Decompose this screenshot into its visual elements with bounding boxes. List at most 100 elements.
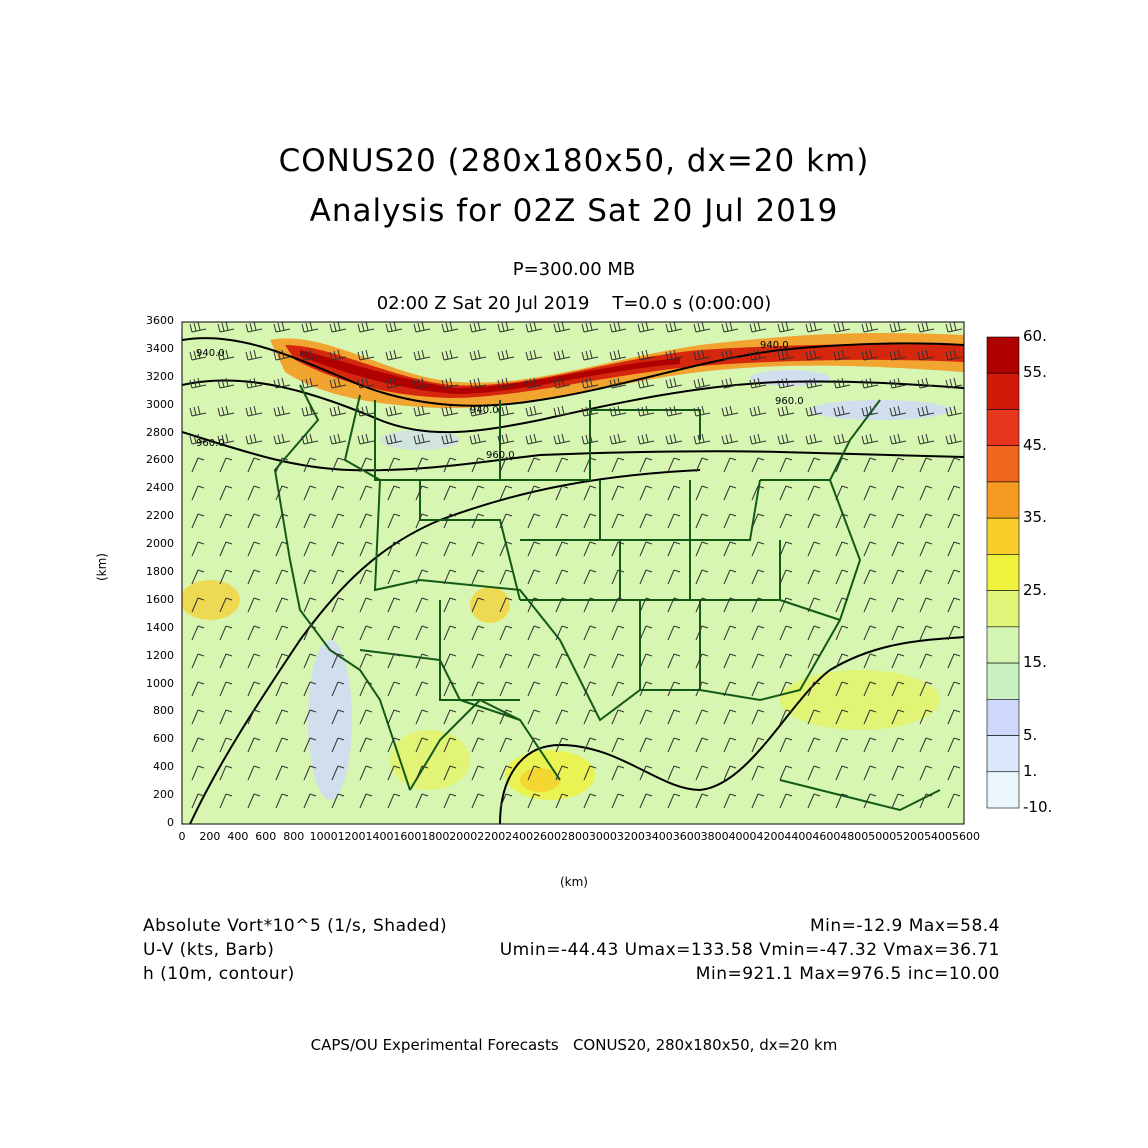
wind-barb: [331, 681, 345, 697]
wind-barb: [611, 765, 625, 781]
wind-barb: [779, 569, 793, 585]
wind-barb: [611, 737, 625, 753]
wind-barb: [947, 457, 961, 473]
wind-barb: [665, 433, 683, 445]
wind-barb: [247, 457, 261, 473]
wind-barb: [889, 433, 907, 445]
wind-barb: [611, 513, 625, 529]
wind-barb: [611, 541, 625, 557]
wind-barb: [751, 569, 765, 585]
wind-barb: [191, 485, 205, 501]
wind-barb: [219, 457, 233, 473]
wind-barb: [779, 457, 793, 473]
wind-barb: [945, 349, 963, 361]
wind-barb: [835, 541, 849, 557]
wind-barb: [889, 349, 907, 361]
wind-barb: [415, 765, 429, 781]
wind-barb: [555, 541, 569, 557]
wind-barb: [189, 433, 207, 445]
wind-barb: [219, 793, 233, 809]
field1-name: Absolute Vort*10^5 (1/s, Shaded): [143, 916, 448, 936]
wind-barb: [891, 541, 905, 557]
wind-barb: [189, 349, 207, 361]
wind-barb: [919, 793, 933, 809]
wind-barb: [191, 737, 205, 753]
wind-barb: [919, 765, 933, 781]
wind-barb: [441, 405, 459, 417]
y-tick-label: 1400: [146, 620, 174, 634]
wind-barb: [945, 322, 963, 333]
x-tick-label: 800: [283, 830, 305, 843]
wind-barb: [525, 349, 543, 361]
wind-barb: [275, 681, 289, 697]
wind-barb: [751, 457, 765, 473]
wind-barb: [723, 625, 737, 641]
wind-barb: [219, 569, 233, 585]
wind-barb: [469, 433, 487, 445]
wind-barb: [835, 569, 849, 585]
wind-barb: [499, 597, 513, 613]
wind-barb: [583, 569, 597, 585]
wind-barb: [947, 793, 961, 809]
wind-barb: [303, 681, 317, 697]
wind-barb: [415, 457, 429, 473]
wind-barb: [779, 765, 793, 781]
wind-barb: [219, 653, 233, 669]
wind-barb: [667, 681, 681, 697]
x-tick-label: 2000: [449, 830, 478, 843]
wind-barb: [835, 513, 849, 529]
wind-barb: [583, 513, 597, 529]
moderate-vorticity-patch: [780, 670, 940, 730]
wind-barb: [387, 485, 401, 501]
wind-barb: [471, 653, 485, 669]
wind-barb: [191, 597, 205, 613]
wind-barb: [917, 433, 935, 445]
wind-barb: [413, 377, 431, 389]
wind-barb: [273, 377, 291, 389]
wind-barb: [471, 541, 485, 557]
field3-name: h (10m, contour): [143, 964, 295, 984]
wind-barb: [415, 513, 429, 529]
wind-barb: [861, 322, 879, 333]
wind-barb: [217, 349, 235, 361]
wind-barb: [693, 377, 711, 389]
wind-barb: [471, 793, 485, 809]
wind-barb: [357, 349, 375, 361]
x-tick-label: 5200: [896, 830, 925, 843]
wind-barb: [191, 457, 205, 473]
wind-barb: [357, 377, 375, 389]
x-tick-label: 3600: [672, 830, 701, 843]
wind-barb: [639, 541, 653, 557]
wind-barb: [443, 541, 457, 557]
wind-barb: [329, 405, 347, 417]
wind-barb: [637, 433, 655, 445]
wind-barb: [639, 457, 653, 473]
wind-barb: [723, 485, 737, 501]
wind-barb: [639, 625, 653, 641]
wind-barb: [807, 569, 821, 585]
wind-barb: [947, 541, 961, 557]
wind-barb: [357, 433, 375, 445]
wind-barb: [919, 709, 933, 725]
wind-barb: [807, 625, 821, 641]
x-tick-label: 4800: [840, 830, 869, 843]
wind-barb: [441, 349, 459, 361]
wind-barb: [387, 541, 401, 557]
wind-barb: [219, 709, 233, 725]
wind-barb: [469, 322, 487, 333]
wind-barb: [695, 485, 709, 501]
wind-barb: [665, 322, 683, 333]
wind-barb: [581, 377, 599, 389]
wind-barb: [749, 405, 767, 417]
colorbar-swatch: [986, 481, 1020, 519]
wind-barb: [723, 681, 737, 697]
wind-barb: [329, 349, 347, 361]
wind-barb: [359, 513, 373, 529]
wind-barb: [947, 597, 961, 613]
wind-barb: [555, 513, 569, 529]
wind-barb: [413, 405, 431, 417]
map-background-shading: [182, 322, 964, 824]
wind-barb: [413, 322, 431, 333]
wind-barb: [387, 625, 401, 641]
wind-barb: [471, 485, 485, 501]
